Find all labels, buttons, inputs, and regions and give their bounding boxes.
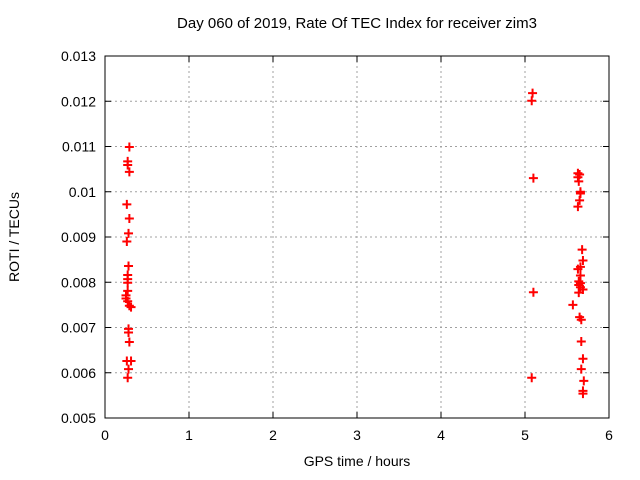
data-point-marker (124, 142, 134, 152)
data-point-marker (124, 167, 134, 177)
data-point-marker (573, 202, 583, 212)
data-point-marker (124, 337, 134, 347)
x-tick-label: 3 (353, 427, 361, 443)
data-point-marker (575, 195, 585, 205)
data-point-marker (124, 364, 134, 374)
data-point-marker (126, 302, 136, 312)
x-tick-label: 0 (101, 427, 109, 443)
data-point-marker (575, 270, 585, 280)
data-point-marker (123, 160, 133, 170)
data-point-marker (528, 88, 538, 98)
y-tick-label: 0.009 (61, 229, 96, 245)
data-point-marker (124, 301, 134, 311)
data-point-marker (122, 199, 132, 209)
data-point-marker (123, 296, 133, 306)
data-point-marker (123, 286, 133, 296)
data-point-marker (527, 96, 537, 106)
plot-border (104, 55, 610, 419)
y-tick-label: 0.011 (62, 139, 96, 155)
data-point-marker (573, 264, 583, 274)
x-tick-label: 5 (521, 427, 529, 443)
x-tick-label: 1 (185, 427, 193, 443)
y-tick-label: 0.005 (61, 410, 96, 426)
y-tick-label: 0.013 (61, 48, 96, 64)
data-point-marker (578, 389, 588, 399)
data-point-marker (527, 373, 537, 383)
data-point-marker (124, 327, 134, 337)
data-point-marker (124, 261, 134, 271)
data-point-marker (124, 213, 134, 223)
y-tick-label: 0.012 (61, 93, 96, 109)
data-point-marker (579, 376, 589, 386)
data-point-marker (122, 237, 132, 247)
data-point-marker (568, 300, 578, 310)
data-point-marker (124, 228, 134, 238)
data-point-marker (576, 337, 586, 347)
data-point-marker (528, 287, 538, 297)
data-points-layer (121, 88, 589, 399)
chart-title: Day 060 of 2019, Rate Of TEC Index for r… (177, 15, 537, 32)
x-tick-label: 4 (437, 427, 445, 443)
data-point-marker (574, 288, 584, 298)
tick-label-layer: 0 1 2 3 4 5 6 0.005 0.006 0.007 0.008 0.009 0.01 0.01… (61, 48, 613, 443)
x-tick-label: 6 (605, 427, 613, 443)
data-point-marker (123, 373, 133, 383)
x-tick-label: 2 (269, 427, 277, 443)
data-point-marker (578, 256, 588, 266)
data-point-marker (578, 354, 588, 364)
x-axis-label: GPS time / hours (304, 453, 411, 469)
data-point-marker (528, 173, 538, 183)
data-point-marker (126, 356, 136, 366)
data-point-marker (576, 315, 586, 325)
y-tick-label: 0.01 (69, 184, 96, 200)
y-axis-label: ROTI / TECUs (6, 192, 22, 282)
y-tick-label: 0.006 (61, 365, 96, 381)
data-point-marker (576, 364, 586, 374)
data-point-marker (123, 278, 133, 288)
grid-layer (105, 56, 609, 418)
y-tick-label: 0.008 (61, 274, 96, 290)
y-tick-label: 0.007 (61, 320, 96, 336)
data-point-marker (577, 245, 587, 255)
data-point-marker (574, 176, 584, 186)
